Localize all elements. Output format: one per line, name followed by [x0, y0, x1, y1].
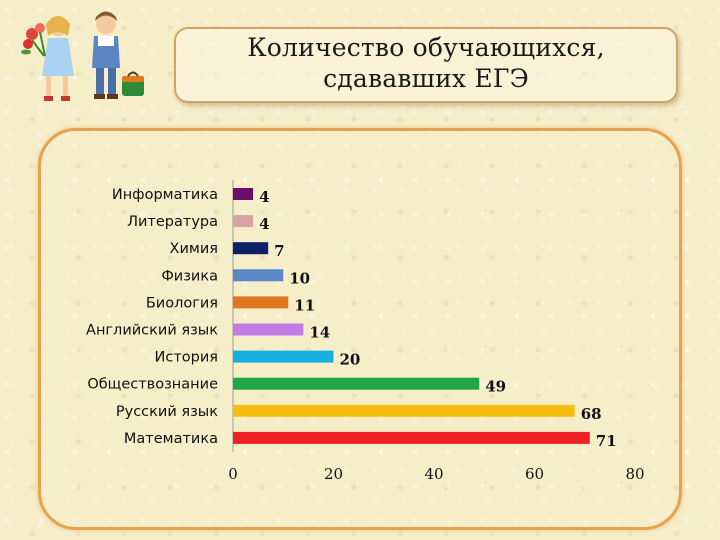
bar — [233, 188, 254, 200]
category-label: Химия — [170, 241, 218, 257]
data-label: 4 — [259, 215, 269, 233]
data-label: 68 — [581, 405, 602, 423]
category-label: Информатика — [112, 187, 218, 203]
schoolchildren-illustration — [21, 11, 144, 101]
data-label: 4 — [259, 188, 269, 206]
briefcase-icon — [122, 71, 144, 96]
bar — [233, 323, 304, 336]
bar — [233, 269, 284, 282]
x-tick-label: 20 — [324, 465, 343, 483]
x-tick-label: 60 — [525, 465, 544, 483]
data-label: 49 — [485, 378, 506, 396]
boy-figure — [92, 11, 120, 99]
category-label: Английский язык — [86, 323, 218, 339]
data-label: 7 — [274, 242, 284, 260]
slide-title-line-1: Количество обучающихся, — [247, 33, 605, 62]
category-label: История — [155, 350, 219, 366]
bar — [233, 215, 254, 228]
slide-title-line-2: сдававших ЕГЭ — [323, 64, 529, 93]
bar — [233, 377, 480, 390]
x-tick-label: 0 — [228, 465, 238, 483]
bar — [233, 296, 289, 309]
flowers-icon — [21, 23, 46, 57]
bar — [233, 242, 269, 255]
data-label: 11 — [294, 296, 315, 314]
bar — [233, 431, 590, 444]
data-label: 20 — [340, 351, 361, 369]
x-tick-label: 40 — [424, 465, 443, 483]
category-label: Физика — [161, 268, 218, 284]
category-label: Литература — [127, 214, 218, 230]
data-label: 14 — [309, 324, 330, 342]
chart-frame — [38, 128, 682, 530]
data-label: 10 — [289, 269, 310, 287]
x-tick-label: 80 — [625, 465, 644, 483]
category-label: Русский язык — [116, 404, 218, 420]
data-label: 71 — [596, 432, 617, 450]
bar — [233, 404, 575, 417]
bar — [233, 350, 334, 363]
girl-figure — [42, 16, 74, 101]
title-frame — [174, 27, 678, 103]
category-label: Биология — [146, 295, 218, 311]
category-label: Математика — [124, 431, 218, 447]
category-label: Обществознание — [87, 377, 218, 393]
